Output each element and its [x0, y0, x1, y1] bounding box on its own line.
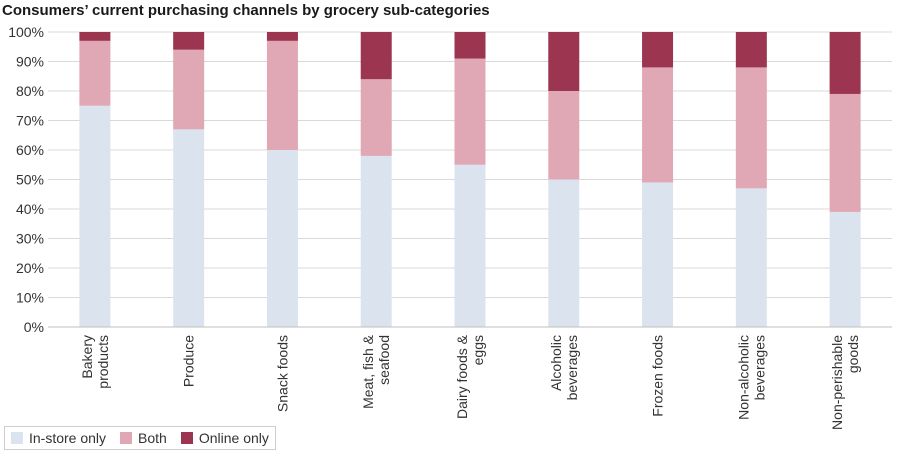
- y-tick-label: 100%: [8, 24, 44, 40]
- y-tick-label: 20%: [16, 260, 44, 276]
- x-category-label: Dairy foods &: [454, 334, 470, 419]
- legend-swatch: [180, 432, 193, 444]
- legend-item: In-store only: [11, 430, 106, 446]
- legend-swatch: [11, 432, 23, 444]
- legend-label: Online only: [198, 430, 269, 446]
- bar-segment: [642, 32, 674, 68]
- bar-segment: [548, 32, 580, 91]
- x-category-label: Frozen foods: [650, 335, 666, 417]
- bar-segment: [829, 211, 861, 327]
- legend-item: Both: [120, 430, 167, 446]
- bar-segment: [454, 32, 486, 59]
- x-category-label: Snack foods: [274, 335, 290, 412]
- legend: In-store only Both Online only: [4, 426, 276, 450]
- y-tick-label: 0%: [24, 319, 44, 335]
- y-tick-label: 50%: [16, 172, 44, 188]
- x-category-label: Alcoholic: [548, 335, 564, 391]
- y-tick-label: 90%: [16, 54, 44, 70]
- bar-segment: [79, 32, 111, 41]
- chart-title: Consumers’ current purchasing channels b…: [2, 2, 490, 19]
- x-category-label: beverages: [751, 335, 767, 400]
- bar-segment: [360, 79, 392, 156]
- bar-segment: [735, 32, 767, 68]
- bar-segment: [829, 93, 861, 212]
- bar-segment: [360, 155, 392, 327]
- bar-segment: [735, 188, 767, 327]
- bar-segment: [454, 58, 486, 165]
- x-category-label: goods: [845, 335, 861, 373]
- y-tick-label: 10%: [16, 290, 44, 306]
- bars: [79, 32, 861, 327]
- bar-segment: [360, 32, 392, 80]
- bar-segment: [266, 32, 298, 41]
- legend-label: In-store only: [29, 430, 107, 446]
- y-tick-label: 30%: [16, 231, 44, 247]
- bar-segment: [173, 49, 205, 130]
- legend-item: Online only: [180, 430, 269, 446]
- bar-segment: [829, 32, 861, 94]
- bar-segment: [79, 40, 111, 106]
- bar-segment: [642, 182, 674, 327]
- y-tick-label: 80%: [16, 83, 44, 99]
- bar-segment: [735, 67, 767, 189]
- bar-segment: [173, 129, 205, 327]
- bar-segment: [173, 32, 205, 50]
- y-tick-label: 40%: [16, 201, 44, 217]
- x-category-label: products: [95, 335, 111, 389]
- x-category-label: eggs: [470, 335, 486, 365]
- x-category-label: Non-alcoholic: [735, 335, 751, 420]
- bar-segment: [454, 164, 486, 327]
- y-tick-label: 60%: [16, 142, 44, 158]
- bar-segment: [266, 40, 298, 150]
- x-category-label: seafood: [376, 335, 392, 385]
- x-category-label: Bakery: [79, 335, 95, 379]
- x-category-label: Produce: [181, 335, 197, 387]
- bar-segment: [548, 91, 580, 180]
- x-category-label: Meat, fish &: [360, 334, 376, 409]
- x-category-label: Non-perishable: [829, 335, 845, 430]
- bar-segment: [642, 67, 674, 183]
- y-tick-label: 70%: [16, 113, 44, 129]
- y-tick-labels: 0% 10% 20% 30% 40% 50% 60% 70% 80% 90% 100%: [8, 24, 44, 335]
- bar-segment: [79, 105, 111, 327]
- legend-label: Both: [138, 430, 167, 446]
- x-category-labels: Bakery products Produce Snack foods Meat, fi…: [79, 334, 861, 430]
- bar-segment: [266, 150, 298, 327]
- legend-swatch: [120, 432, 133, 444]
- x-category-label: beverages: [564, 335, 580, 400]
- bar-segment: [548, 179, 580, 327]
